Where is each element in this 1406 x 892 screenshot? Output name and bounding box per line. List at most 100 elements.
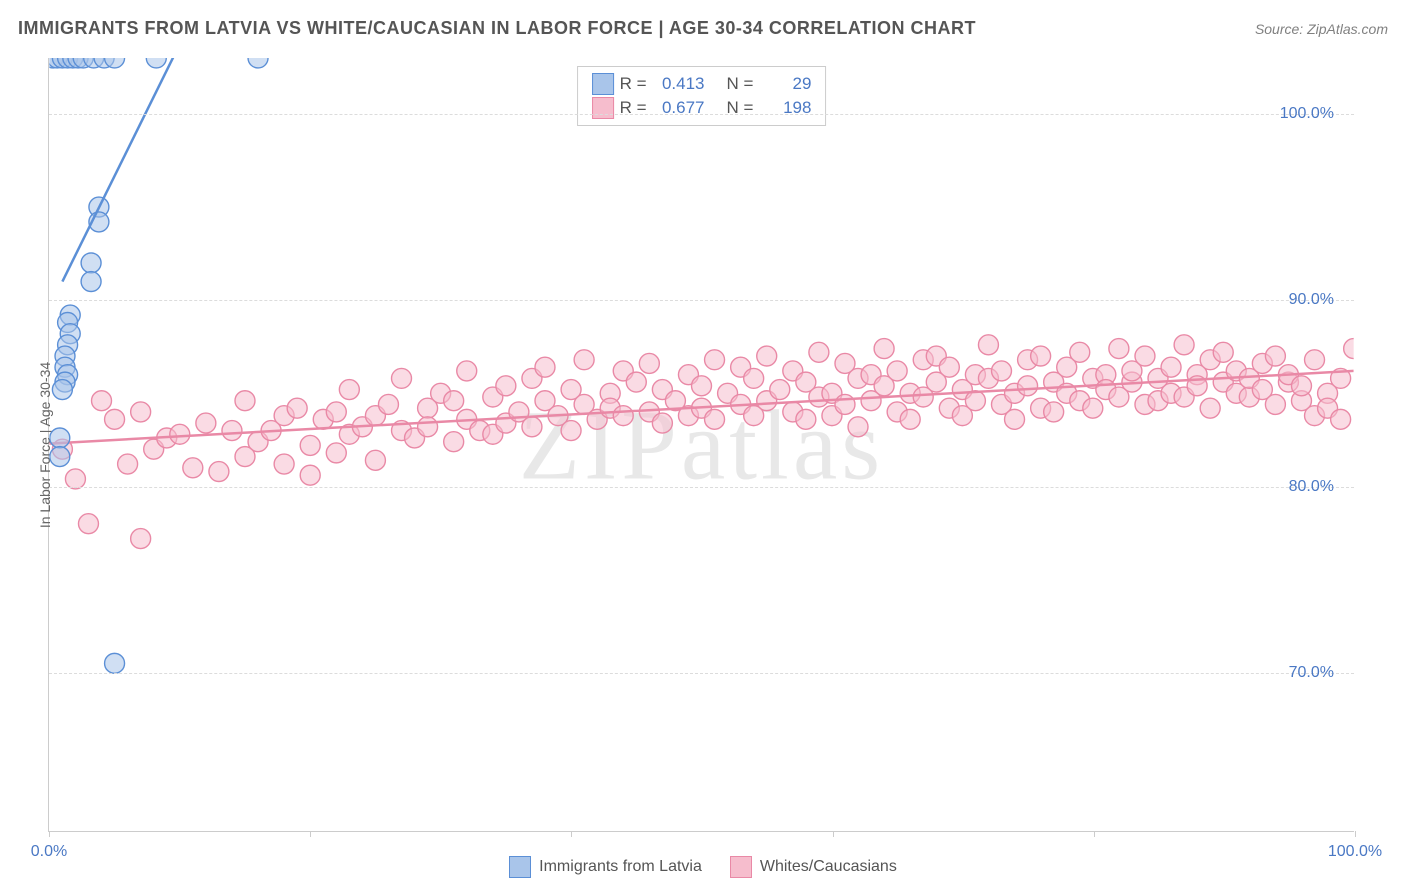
data-point-white (339, 380, 359, 400)
data-point-white (848, 417, 868, 437)
data-point-latvia (146, 48, 166, 68)
data-point-white (1291, 376, 1311, 396)
n-label: N = (727, 98, 754, 118)
y-tick-label: 80.0% (1289, 478, 1334, 496)
data-point-white (326, 443, 346, 463)
chart-title: IMMIGRANTS FROM LATVIA VS WHITE/CAUCASIA… (18, 18, 976, 39)
swatch-white (592, 97, 614, 119)
data-point-white (170, 424, 190, 444)
bottom-legend: Immigrants from Latvia Whites/Caucasians (0, 856, 1406, 878)
data-point-white (978, 335, 998, 355)
trend-line-latvia (62, 0, 219, 282)
data-point-white (1331, 409, 1351, 429)
data-point-white (92, 391, 112, 411)
data-point-white (613, 406, 633, 426)
data-point-latvia (50, 447, 70, 467)
data-point-white (1200, 398, 1220, 418)
header-row: IMMIGRANTS FROM LATVIA VS WHITE/CAUCASIA… (18, 18, 1388, 39)
x-tick (49, 831, 50, 837)
data-point-white (900, 409, 920, 429)
data-point-white (1305, 350, 1325, 370)
swatch-white-bottom (730, 856, 752, 878)
data-point-white (744, 368, 764, 388)
data-point-white (1265, 394, 1285, 414)
data-point-white (287, 398, 307, 418)
data-point-white (692, 376, 712, 396)
data-point-white (1005, 409, 1025, 429)
r-label: R = (620, 98, 647, 118)
x-tick (571, 831, 572, 837)
data-point-white (939, 357, 959, 377)
data-point-white (365, 450, 385, 470)
r-value-latvia: 0.413 (653, 74, 705, 94)
data-point-white (118, 454, 138, 474)
r-label: R = (620, 74, 647, 94)
data-point-white (196, 413, 216, 433)
data-point-white (105, 409, 125, 429)
swatch-latvia (592, 73, 614, 95)
grid-line (49, 114, 1354, 115)
data-point-white (809, 342, 829, 362)
data-point-white (965, 391, 985, 411)
data-point-latvia (50, 428, 70, 448)
data-point-white (1044, 402, 1064, 422)
data-point-white (274, 454, 294, 474)
data-point-latvia (248, 48, 268, 68)
data-point-white (1213, 342, 1233, 362)
x-tick (833, 831, 834, 837)
legend-label-white: Whites/Caucasians (760, 858, 897, 876)
data-point-white (1135, 346, 1155, 366)
data-point-white (392, 368, 412, 388)
data-point-white (1161, 357, 1181, 377)
data-point-latvia (81, 272, 101, 292)
n-label: N = (727, 74, 754, 94)
x-tick (310, 831, 311, 837)
data-point-white (131, 529, 151, 549)
data-point-white (222, 421, 242, 441)
legend-item-white: Whites/Caucasians (730, 856, 897, 878)
plot-svg (49, 58, 1354, 831)
n-value-latvia: 29 (759, 74, 811, 94)
data-point-white (626, 372, 646, 392)
data-point-white (1109, 339, 1129, 359)
data-point-white (561, 421, 581, 441)
data-point-white (757, 346, 777, 366)
data-point-white (705, 350, 725, 370)
data-point-white (1083, 398, 1103, 418)
data-point-latvia (105, 653, 125, 673)
data-point-white (378, 394, 398, 414)
r-value-white: 0.677 (653, 98, 705, 118)
legend-row-white: R = 0.677 N = 198 (592, 97, 812, 119)
data-point-white (183, 458, 203, 478)
data-point-white (444, 432, 464, 452)
data-point-white (418, 417, 438, 437)
data-point-white (887, 361, 907, 381)
data-point-white (444, 391, 464, 411)
data-point-white (131, 402, 151, 422)
plot-area: In Labor Force | Age 30-34 ZIPatlas R = … (48, 58, 1354, 832)
data-point-white (1018, 376, 1038, 396)
data-point-white (535, 357, 555, 377)
data-point-white (770, 380, 790, 400)
data-point-white (992, 361, 1012, 381)
x-tick (1355, 831, 1356, 837)
data-point-white (796, 409, 816, 429)
legend-label-latvia: Immigrants from Latvia (539, 858, 702, 876)
data-point-white (874, 339, 894, 359)
data-point-white (1031, 346, 1051, 366)
data-point-white (326, 402, 346, 422)
data-point-white (235, 391, 255, 411)
data-point-white (209, 462, 229, 482)
data-point-latvia (52, 380, 72, 400)
data-point-white (705, 409, 725, 429)
y-tick-label: 70.0% (1289, 664, 1334, 682)
data-point-latvia (81, 253, 101, 273)
chart-source: Source: ZipAtlas.com (1255, 21, 1388, 37)
data-point-white (1070, 342, 1090, 362)
y-tick-label: 100.0% (1280, 105, 1334, 123)
grid-line (49, 673, 1354, 674)
data-point-white (78, 514, 98, 534)
data-point-white (835, 394, 855, 414)
data-point-white (457, 361, 477, 381)
chart-container: IMMIGRANTS FROM LATVIA VS WHITE/CAUCASIA… (0, 0, 1406, 892)
